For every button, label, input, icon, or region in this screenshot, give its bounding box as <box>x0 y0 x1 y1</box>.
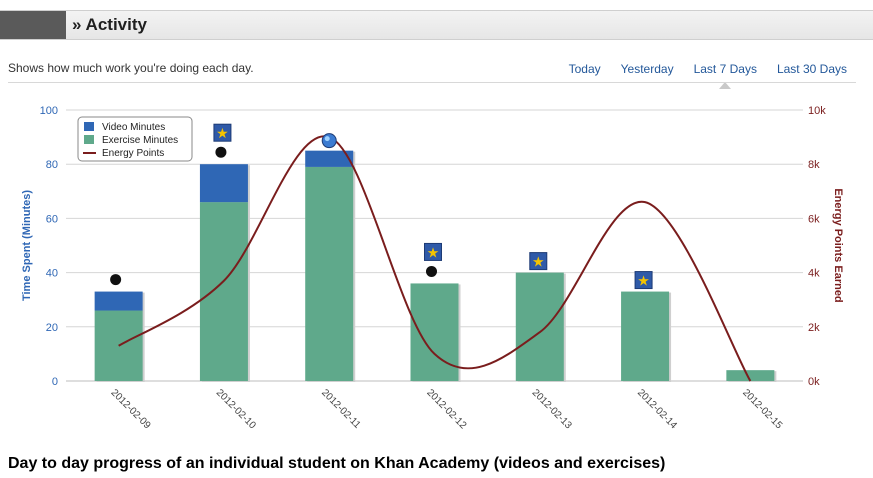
exercise-bar <box>726 370 775 381</box>
legend-label: Video Minutes <box>102 122 165 133</box>
x-tick-label: 2012-02-09 <box>109 387 153 431</box>
energy-points-line <box>118 135 752 382</box>
video-bar <box>199 164 248 203</box>
time-range-tabs: Today Yesterday Last 7 Days Last 30 Days <box>568 62 847 89</box>
tab-today[interactable]: Today <box>568 62 601 76</box>
y2-tick-label: 4k <box>808 268 820 280</box>
star-badge-icon <box>424 242 442 261</box>
x-tick-label: 2012-02-12 <box>424 387 468 431</box>
legend-swatch <box>84 122 94 131</box>
x-tick-label: 2012-02-11 <box>319 387 363 431</box>
figure-caption: Day to day progress of an individual stu… <box>8 455 666 472</box>
tab-last-30-days[interactable]: Last 30 Days <box>776 62 847 76</box>
x-tick-label: 2012-02-13 <box>530 387 574 431</box>
y-tick-label: 40 <box>46 268 58 280</box>
y-tick-label: 100 <box>40 105 58 117</box>
y2-tick-label: 6k <box>808 213 820 225</box>
star-badge-icon <box>213 123 232 142</box>
video-bar <box>94 291 143 311</box>
exercise-bar <box>410 283 459 381</box>
exercise-bar <box>199 202 248 381</box>
legend-box <box>77 116 193 162</box>
y-tick-label: 0 <box>52 376 58 388</box>
tabs-divider <box>8 82 856 83</box>
legend-swatch <box>84 135 94 144</box>
x-tick-label: 2012-02-10 <box>214 387 258 431</box>
y-tick-label: 20 <box>46 322 58 334</box>
x-tick-label: 2012-02-15 <box>740 387 784 431</box>
y2-tick-label: 10k <box>808 105 826 117</box>
globe-icon <box>321 133 337 149</box>
page-title: » Activity <box>72 15 147 34</box>
black-blob-icon <box>426 265 437 277</box>
star-badge-icon <box>634 271 653 290</box>
star-glyph-icon: ★ <box>216 126 229 142</box>
y-axis-title: Time Spent (Minutes) <box>21 190 33 301</box>
activity-header: » Activity <box>0 10 873 40</box>
star-glyph-icon: ★ <box>637 274 650 290</box>
globe-highlight-icon <box>324 136 330 142</box>
exercise-bar <box>515 272 564 381</box>
tab-last-7-days[interactable]: Last 7 Days <box>693 62 757 89</box>
legend-label: Energy Points <box>102 148 164 159</box>
exercise-bar <box>621 291 670 381</box>
x-tick-label: 2012-02-14 <box>635 387 679 431</box>
star-glyph-icon: ★ <box>427 245 440 261</box>
star-glyph-icon: ★ <box>532 255 545 271</box>
black-blob-icon <box>110 274 122 286</box>
activity-description: Shows how much work you're doing each da… <box>8 61 254 75</box>
tab-yesterday[interactable]: Yesterday <box>620 62 674 76</box>
y-tick-label: 80 <box>46 159 58 171</box>
y-tick-label: 60 <box>46 213 58 225</box>
header-dark-block <box>0 11 66 39</box>
y2-tick-label: 2k <box>808 322 820 334</box>
activity-chart: 0 20 40 60 80 100 0k 2k 4k 6k 8k 10k Time Spent (Min… <box>21 105 844 432</box>
y2-tick-label: 8k <box>808 159 820 171</box>
y2-tick-label: 0k <box>808 376 820 388</box>
legend-label: Exercise Minutes <box>102 135 178 146</box>
video-bar <box>305 150 354 167</box>
exercise-bar <box>305 166 354 381</box>
y2-axis-title: Energy Points Earned <box>832 188 844 302</box>
star-badge-icon <box>529 252 548 271</box>
black-blob-icon <box>215 146 227 158</box>
